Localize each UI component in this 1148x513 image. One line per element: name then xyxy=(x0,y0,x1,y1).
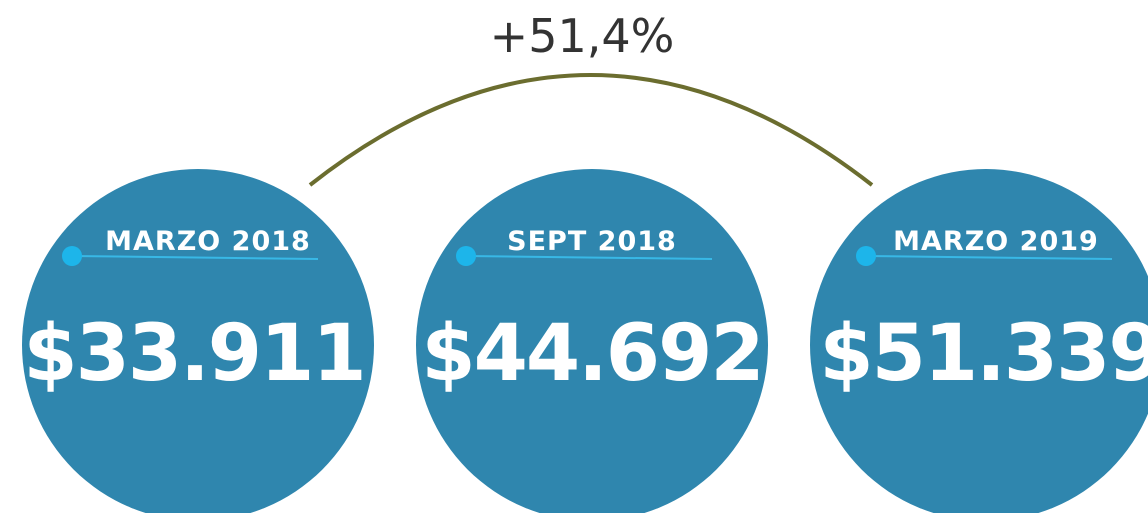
circle xyxy=(810,169,1148,513)
period-card: MARZO 2019 $51.339 xyxy=(810,169,1148,513)
divider xyxy=(465,255,713,260)
divider xyxy=(865,255,1113,260)
circle xyxy=(416,169,768,513)
period-card: SEPT 2018 $44.692 xyxy=(416,169,768,513)
period-label: MARZO 2018 xyxy=(105,226,311,257)
period-value: $33.911 xyxy=(23,309,364,399)
circle xyxy=(22,169,374,513)
divider xyxy=(71,255,319,260)
dot xyxy=(456,246,476,266)
period-value: $44.692 xyxy=(421,309,762,399)
growth-arc xyxy=(308,73,874,187)
change-label: +51,4% xyxy=(490,9,675,63)
dot xyxy=(856,246,876,266)
period-card: MARZO 2018 $33.911 xyxy=(22,169,374,513)
period-label: MARZO 2019 xyxy=(893,226,1099,257)
dot xyxy=(62,246,82,266)
period-label: SEPT 2018 xyxy=(507,226,677,257)
period-value: $51.339 xyxy=(819,309,1148,399)
